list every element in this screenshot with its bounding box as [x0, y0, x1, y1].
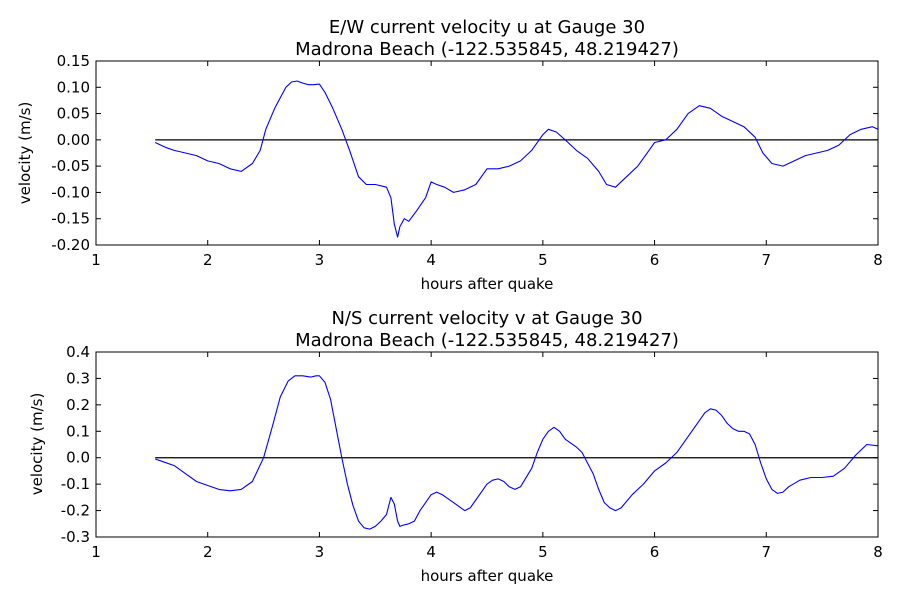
ew-x-tick-label: 3: [315, 251, 325, 269]
ew-x-tick-label: 4: [426, 251, 436, 269]
ns-y-ticks: -0.3 -0.2 -0.1 0.0 0.1 0.2 0.3 0.4: [61, 343, 878, 546]
ew-x-tick-label: 7: [762, 251, 772, 269]
ew-plot-frame: [95, 60, 879, 246]
ns-x-axis-label: hours after quake: [421, 567, 554, 585]
ew-y-tick-label: -0.20: [51, 236, 90, 254]
ns-y-tick-label: 0.3: [66, 369, 90, 387]
ns-x-tick-label: 7: [762, 543, 772, 561]
ew-series-group: [154, 80, 879, 238]
ns-y-tick-label: 0.4: [66, 343, 90, 361]
ew-x-tick-label: 8: [873, 251, 883, 269]
ew-y-tick-label: -0.10: [51, 183, 90, 201]
ns-x-tick-label: 3: [315, 543, 325, 561]
ns-y-tick-label: 0.0: [66, 449, 90, 467]
ew-y-tick-label: 0.05: [57, 105, 90, 123]
ew-x-ticks: 1 2 3 4 5 6 7 8: [91, 61, 883, 269]
ew-title-line2: Madrona Beach (-122.535845, 48.219427): [295, 39, 679, 60]
ew-x-tick-label: 6: [650, 251, 660, 269]
ns-series-line: [155, 375, 879, 530]
ns-x-tick-label: 4: [426, 543, 436, 561]
ns-x-tick-label: 2: [203, 543, 213, 561]
ns-y-tick-label: -0.1: [61, 475, 90, 493]
ns-y-tick-label: -0.2: [61, 502, 90, 520]
ns-x-tick-label: 5: [538, 543, 548, 561]
ew-y-tick-label: 0.15: [57, 52, 90, 70]
ew-x-tick-label: 1: [91, 251, 101, 269]
ns-y-tick-label: 0.1: [66, 422, 90, 440]
ns-x-ticks: 1 2 3 4 5 6 7 8: [91, 352, 883, 561]
ew-series-line: [154, 80, 879, 238]
ew-y-axis-label: velocity (m/s): [16, 102, 34, 205]
ew-y-ticks: -0.20 -0.15 -0.10 -0.05 0.00 0.05 0.10 0.15: [51, 52, 878, 254]
ew-y-tick-label: 0.10: [57, 78, 90, 96]
ns-x-tick-label: 1: [91, 543, 101, 561]
ew-title-line1: E/W current velocity u at Gauge 30: [329, 17, 645, 38]
ns-plot-frame: [95, 351, 879, 538]
ew-y-tick-label: 0.00: [57, 131, 90, 149]
ew-x-axis-label: hours after quake: [421, 275, 554, 293]
ew-velocity-panel: E/W current velocity u at Gauge 30 Madro…: [16, 17, 883, 293]
ew-y-tick-label: -0.15: [51, 210, 90, 228]
ns-y-tick-label: 0.2: [66, 396, 90, 414]
ns-y-axis-label: velocity (m/s): [28, 393, 46, 496]
ns-title-line2: Madrona Beach (-122.535845, 48.219427): [295, 330, 679, 351]
ew-y-tick-label: -0.05: [51, 157, 90, 175]
ew-x-tick-label: 2: [203, 251, 213, 269]
ns-title-line1: N/S current velocity v at Gauge 30: [331, 308, 642, 329]
ns-x-tick-label: 6: [650, 543, 660, 561]
ns-x-tick-label: 8: [873, 543, 883, 561]
ns-series-group: [155, 375, 879, 530]
ns-velocity-panel: N/S current velocity v at Gauge 30 Madro…: [28, 308, 883, 585]
ns-y-tick-label: -0.3: [61, 528, 90, 546]
ew-x-tick-label: 5: [538, 251, 548, 269]
